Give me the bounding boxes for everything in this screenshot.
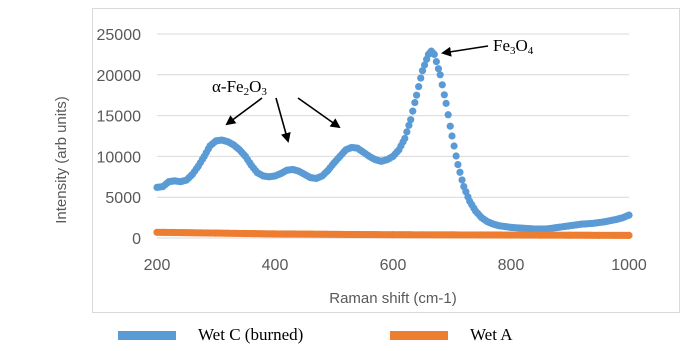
arrow-alpha-2 [275, 97, 291, 143]
series-group [153, 47, 633, 239]
annotation-fe3o4: Fe3O4 [493, 36, 534, 57]
data-point [440, 91, 448, 99]
series-wet-a [153, 228, 633, 239]
x-tick-label: 1000 [611, 257, 647, 274]
data-point [450, 142, 458, 150]
x-tick-label: 200 [144, 257, 171, 274]
x-tick-label: 400 [262, 257, 289, 274]
arrow-alpha-3 [297, 97, 341, 129]
data-point [430, 50, 438, 59]
y-tick-label: 15000 [97, 109, 142, 126]
data-point [456, 168, 464, 176]
y-tick-label: 25000 [97, 27, 142, 44]
data-point [411, 98, 419, 107]
data-point [442, 99, 450, 107]
y-tick-label: 0 [132, 231, 141, 248]
data-point [434, 65, 443, 73]
data-point [415, 83, 423, 91]
data-point [438, 81, 446, 89]
data-point [625, 211, 633, 219]
data-point [436, 71, 444, 79]
data-point [458, 176, 466, 184]
y-tick-label: 5000 [105, 190, 141, 207]
data-point [405, 121, 413, 129]
x-tick-labels: 200 400 600 800 1000 [144, 257, 647, 274]
chart-area [92, 8, 680, 313]
legend-item-wet-a: Wet A [390, 322, 513, 348]
data-point [446, 122, 454, 130]
legend-label-wet-c: Wet C (burned) [198, 325, 304, 344]
data-point [403, 128, 411, 136]
legend-label-wet-a: Wet A [470, 325, 513, 344]
data-point [409, 107, 417, 115]
data-point [420, 61, 429, 69]
data-point [454, 160, 462, 169]
arrow-alpha-1 [225, 97, 263, 126]
data-point [452, 152, 460, 160]
arrow-fe3o4 [441, 45, 489, 57]
legend-item-wet-c: Wet C (burned) [118, 322, 303, 348]
annotation-alpha-fe2o3: α-Fe2O3 [212, 77, 267, 98]
y-tick-label: 20000 [97, 68, 142, 85]
data-point [432, 57, 440, 66]
series-wet-c-burned [153, 47, 633, 233]
data-point [625, 231, 633, 239]
legend-swatch-wet-a [390, 330, 448, 340]
data-point [401, 134, 409, 143]
data-point [448, 132, 456, 140]
x-tick-label: 600 [380, 257, 407, 274]
gridlines [157, 33, 629, 198]
legend-swatch-wet-c [118, 330, 176, 340]
data-point [407, 116, 415, 124]
data-point [417, 74, 425, 82]
y-axis-title: Intensity (arb units) [53, 96, 70, 224]
y-tick-label: 10000 [97, 149, 142, 166]
data-point [444, 111, 452, 119]
data-point [418, 67, 427, 75]
data-point [413, 91, 421, 99]
x-tick-label: 800 [498, 257, 525, 274]
x-axis-title: Raman shift (cm-1) [329, 290, 457, 307]
y-tick-labels: 0 5000 10000 15000 20000 25000 [97, 27, 142, 248]
